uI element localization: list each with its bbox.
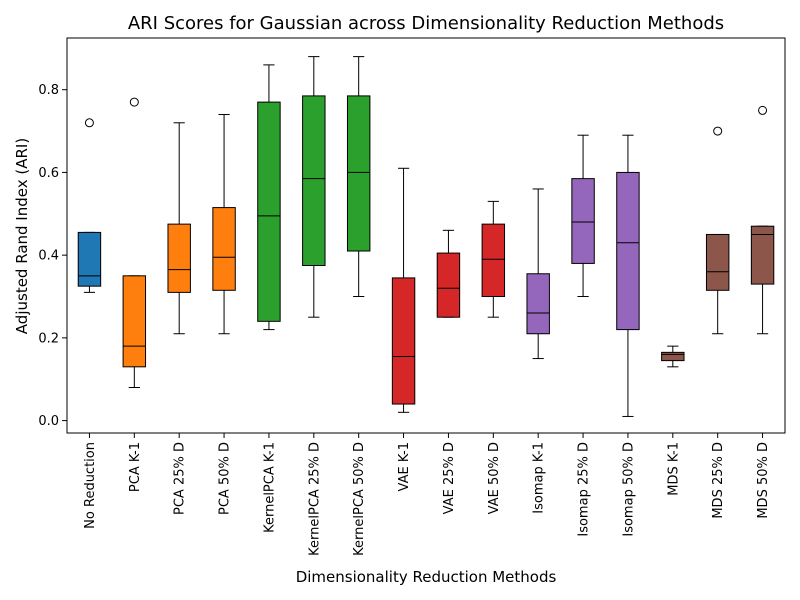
x-tick-label: VAE K-1 (397, 442, 412, 491)
box (167, 223, 191, 293)
box-group (481, 200, 506, 318)
box (212, 207, 236, 291)
box (616, 171, 640, 331)
outlier-point (713, 126, 723, 136)
y-tick-label: 0.2 (38, 331, 59, 346)
x-tick-label: PCA K-1 (128, 442, 143, 492)
box (661, 351, 685, 362)
x-tick-label: MDS K-1 (666, 442, 681, 496)
outlier-point (758, 105, 768, 115)
box-group (436, 229, 461, 318)
x-tick-label: Isomap 50% D (621, 442, 636, 537)
plot-frame (66, 37, 786, 434)
box-group (571, 134, 595, 298)
outlier-point (84, 118, 94, 128)
x-tick-label: MDS 25% D (711, 442, 726, 519)
box-group (616, 134, 640, 417)
x-tick-label: VAE 50% D (487, 442, 502, 514)
x-tick-label: KernelPCA 50% D (352, 442, 367, 556)
box-group (212, 114, 236, 335)
x-tick-label: VAE 25% D (442, 442, 457, 514)
box-group (391, 167, 416, 413)
box-group (661, 345, 685, 368)
x-tick-label: Isomap 25% D (577, 442, 592, 537)
box (391, 277, 416, 405)
box (257, 101, 281, 322)
box-group (302, 56, 326, 318)
x-axis-label: Dimensionality Reduction Methods (296, 568, 557, 586)
plot-area (77, 56, 775, 417)
x-axis: No Reduction PCA K-1 PCA 25% D PCA 50% D Ker… (83, 433, 771, 556)
chart-title: ARI Scores for Gaussian across Dimension… (128, 13, 724, 34)
x-tick-label: PCA 25% D (173, 442, 188, 515)
box-group (750, 105, 775, 335)
x-tick-label: MDS 50% D (756, 442, 771, 519)
box-group (77, 118, 102, 293)
x-tick-label: Isomap K-1 (532, 442, 547, 514)
box-group (346, 56, 371, 298)
y-tick-label: 0.6 (38, 166, 59, 181)
box (526, 273, 550, 335)
box-group (257, 64, 281, 331)
x-tick-label: PCA 50% D (218, 442, 233, 515)
box (705, 233, 730, 291)
box-group (167, 122, 191, 335)
x-tick-label: KernelPCA K-1 (262, 442, 277, 533)
box (122, 275, 147, 368)
y-tick-label: 0.8 (38, 83, 59, 98)
outlier-point (129, 97, 139, 107)
box (77, 231, 102, 287)
y-tick-label: 0.0 (38, 414, 59, 429)
box (481, 223, 506, 298)
box-group (526, 188, 550, 360)
box (302, 95, 326, 266)
y-tick-label: 0.4 (38, 249, 59, 264)
box (436, 252, 461, 318)
x-tick-label: KernelPCA 25% D (307, 442, 322, 556)
box (750, 225, 775, 285)
y-axis-label: Adjusted Rand Index (ARI) (13, 138, 31, 334)
box (571, 178, 595, 264)
x-tick-label: No Reduction (83, 442, 98, 529)
box-group (705, 126, 730, 335)
y-axis: 0.0 0.2 0.4 0.6 0.8 (38, 83, 67, 429)
box-group (122, 97, 147, 389)
box (346, 95, 371, 252)
